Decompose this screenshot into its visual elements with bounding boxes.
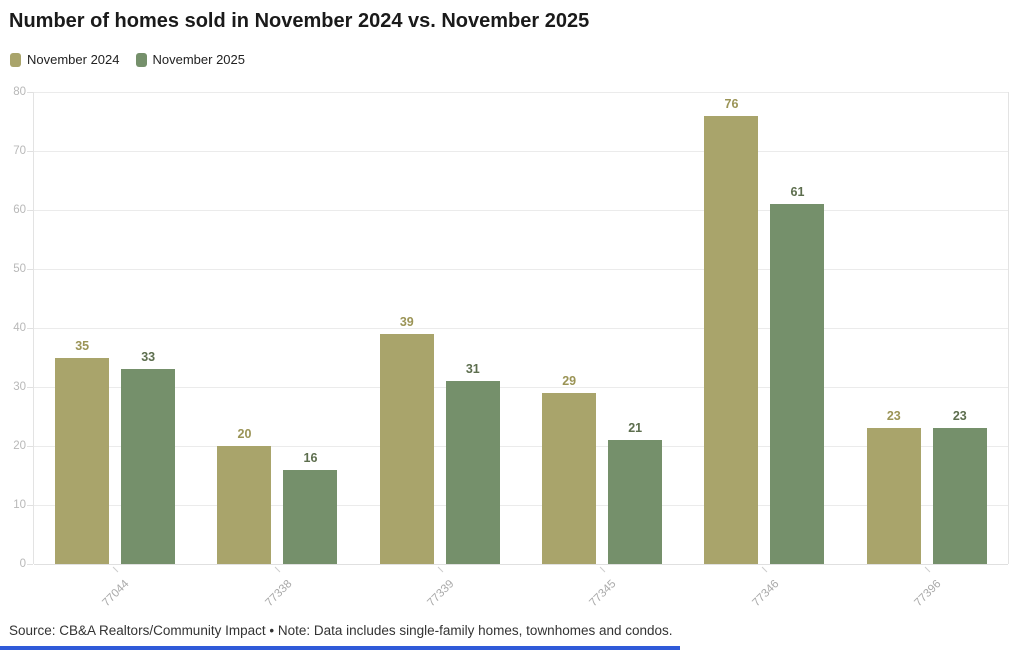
value-label-77346-november-2024: 76 [724, 96, 739, 111]
y-axis-tick [27, 564, 33, 565]
bottom-accent-bar [0, 646, 680, 650]
y-axis-label-0: 0 [19, 558, 26, 570]
bar-group-77339: 39 31 77339 [359, 92, 521, 609]
bar-77339-november-2024[interactable] [379, 333, 434, 564]
value-label-77396-november-2024: 23 [886, 409, 901, 424]
bar-77044-november-2025[interactable] [121, 369, 176, 564]
x-axis-label-77345: 77345 [587, 578, 619, 610]
bar-group-77338: 20 16 77338 [196, 92, 358, 609]
y-axis-tick [27, 151, 33, 152]
gridline-y-70 [34, 151, 1008, 152]
value-label-77346-november-2025: 61 [790, 185, 805, 200]
y-axis-label-10: 10 [13, 499, 26, 511]
value-label-77339-november-2025: 31 [465, 362, 480, 377]
gridline-y-80 [34, 92, 1008, 93]
legend-item-november-2025[interactable]: November 2025 [135, 52, 246, 67]
gridline-y-0 [34, 564, 1008, 565]
gridline-y-40 [34, 328, 1008, 329]
gridline-y-60 [34, 210, 1008, 211]
gridline-y-10 [34, 505, 1008, 506]
x-axis-label-77044: 77044 [100, 578, 132, 610]
y-axis-tick [27, 505, 33, 506]
x-axis-tick [112, 566, 119, 573]
x-axis-label-77339: 77339 [425, 578, 457, 610]
value-label-77339-november-2024: 39 [399, 314, 414, 329]
bar-77346-november-2024[interactable] [704, 115, 759, 564]
bar-77346-november-2025[interactable] [770, 204, 825, 564]
y-axis-label-70: 70 [13, 145, 26, 157]
bar-group-77346: 76 61 77346 [683, 92, 845, 609]
y-axis-tick [27, 446, 33, 447]
value-label-77338-november-2025: 16 [303, 450, 318, 465]
legend-swatch-november-2025-icon [135, 52, 147, 67]
bar-77044-november-2024[interactable] [55, 357, 110, 564]
y-axis-tick [27, 328, 33, 329]
x-axis-tick [762, 566, 768, 573]
gridline-y-30 [34, 387, 1008, 388]
value-label-77044-november-2024: 35 [75, 338, 90, 353]
x-axis-tick [599, 566, 606, 573]
x-axis-tick [437, 566, 444, 573]
y-axis-tick [27, 269, 33, 270]
value-label-77338-november-2024: 20 [237, 427, 252, 441]
y-axis-label-30: 30 [13, 381, 26, 393]
bar-77338-november-2024[interactable] [217, 446, 272, 564]
legend-label: November 2024 [27, 52, 120, 67]
bar-77338-november-2025[interactable] [283, 469, 338, 564]
value-label-77396-november-2025: 23 [952, 409, 967, 424]
chart-title: Number of homes sold in November 2024 vs… [9, 10, 590, 32]
x-axis-label-77338: 77338 [262, 578, 294, 610]
legend-item-november-2024[interactable]: November 2024 [10, 52, 120, 67]
y-axis-tick [27, 210, 33, 211]
legend: November 2024 November 2025 [10, 52, 245, 67]
bar-77345-november-2024[interactable] [542, 392, 597, 564]
bar-group-77396: 23 23 77396 [846, 92, 1008, 609]
legend-swatch-november-2024-icon [10, 52, 21, 67]
y-axis-label-20: 20 [13, 440, 26, 452]
y-axis-label-50: 50 [13, 263, 26, 275]
x-axis-label-77396: 77396 [912, 578, 944, 610]
y-axis-tick [27, 387, 33, 388]
plot-area: 0 10 20 30 40 50 60 70 80 35 33 77044 20 16 77338 39 31 7… [13, 86, 1009, 609]
source-note: Source: CB&A Realtors/Community Impact •… [9, 623, 673, 638]
bar-77339-november-2025[interactable] [445, 381, 500, 564]
bar-77396-november-2025[interactable] [932, 428, 987, 564]
x-axis-label-77346: 77346 [749, 578, 781, 610]
x-axis-tick [924, 566, 931, 573]
bar-group-77345: 29 21 77345 [521, 92, 683, 609]
x-axis-tick [275, 566, 281, 573]
y-axis-label-60: 60 [13, 204, 26, 216]
gridline-y-20 [34, 446, 1008, 447]
y-axis-tick [27, 92, 33, 93]
bar-group-77044: 35 33 77044 [34, 92, 196, 609]
y-axis-label-80: 80 [13, 86, 26, 98]
value-label-77345-november-2025: 21 [628, 421, 643, 436]
value-label-77044-november-2025: 33 [141, 350, 156, 365]
bar-77396-november-2024[interactable] [866, 428, 921, 564]
value-label-77345-november-2024: 29 [562, 373, 577, 388]
y-axis-label-40: 40 [13, 322, 26, 334]
gridline-y-50 [34, 269, 1008, 270]
bar-77345-november-2025[interactable] [608, 440, 663, 564]
legend-label: November 2025 [152, 52, 246, 67]
